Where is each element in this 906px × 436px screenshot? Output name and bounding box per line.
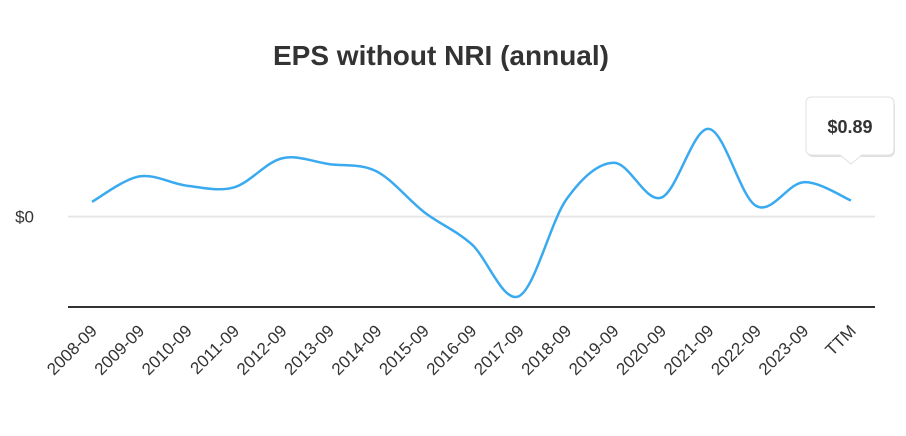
data-point-2020-09[interactable]: [658, 195, 664, 201]
eps-series-line: [91, 127, 852, 299]
x-tick-label: 2011-09: [186, 321, 243, 378]
x-tick-label: 2008-09: [43, 321, 101, 379]
data-point-2010-09[interactable]: [184, 183, 190, 189]
line-layer: [89, 126, 854, 299]
x-tick-label: 2017-09: [470, 321, 528, 379]
x-tick-label: 2021-09: [660, 321, 718, 379]
data-point-TTM[interactable]: [848, 197, 854, 203]
x-tick-label: 2014-09: [328, 321, 386, 379]
x-tick-label: 2019-09: [565, 321, 623, 379]
data-point-2011-09[interactable]: [231, 184, 237, 190]
x-tick-label: 2009-09: [91, 321, 149, 379]
x-tick-label: 2022-09: [707, 321, 765, 379]
x-tick-label: 2020-09: [613, 321, 671, 379]
data-point-2012-09[interactable]: [279, 155, 285, 161]
x-tick-label: 2013-09: [280, 321, 338, 379]
data-point-2018-09[interactable]: [563, 196, 569, 202]
tooltip-value: $0.89: [827, 117, 872, 137]
data-point-2008-09[interactable]: [89, 199, 95, 205]
data-point-2014-09[interactable]: [374, 168, 380, 174]
x-tick-label: 2016-09: [423, 321, 481, 379]
data-point-2017-09[interactable]: [516, 293, 522, 299]
data-point-2009-09[interactable]: [136, 173, 142, 179]
data-point-2015-09[interactable]: [421, 209, 427, 215]
tooltip-box: [805, 96, 895, 165]
y-tick-label: $0: [15, 208, 34, 227]
x-tick-label: 2018-09: [518, 321, 576, 379]
x-tick-label: 2010-09: [138, 321, 196, 379]
x-tick-label: 2023-09: [755, 321, 813, 379]
x-tick-label: TTM: [822, 321, 860, 359]
chart-title: EPS without NRI (annual): [273, 40, 609, 71]
data-point-2013-09[interactable]: [326, 161, 332, 167]
x-tick-label: 2015-09: [375, 321, 433, 379]
data-point-2021-09[interactable]: [706, 126, 712, 132]
x-tick-label: 2012-09: [233, 321, 291, 379]
data-point-2023-09[interactable]: [801, 179, 807, 185]
tooltip-layer: $0.89: [805, 96, 895, 165]
data-point-2022-09[interactable]: [753, 203, 759, 209]
grid-layer: $0: [15, 208, 875, 227]
data-point-2016-09[interactable]: [469, 241, 475, 247]
value-tooltip: $0.89: [805, 96, 895, 165]
x-tick-layer: 2008-092009-092010-092011-092012-092013-…: [43, 321, 860, 379]
data-point-2019-09[interactable]: [611, 160, 617, 166]
